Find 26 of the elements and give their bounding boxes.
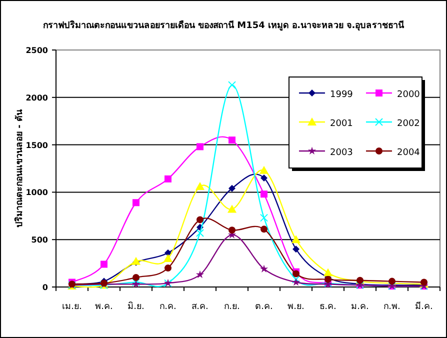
y-tick-label: 0 <box>42 283 48 292</box>
legend-label: 1999 <box>330 90 354 100</box>
y-tick-label: 2000 <box>26 93 48 102</box>
y-tick-label: 500 <box>31 236 48 245</box>
x-tick-label: ส.ค. <box>192 302 208 312</box>
chart-title: กราฟปริมาณตะกอนแขวนลอยรายเดือน ของสถานี M154 เหมูด อ.นาจะหลวย จ.อุบลราชธานี <box>42 19 406 31</box>
x-tick-label: มิ.ย. <box>128 301 144 312</box>
legend-label: 2004 <box>397 148 420 158</box>
legend-label: 2002 <box>397 119 420 129</box>
x-tick-label: เม.ย. <box>62 302 82 312</box>
x-tick-label: ก.พ. <box>384 302 400 312</box>
x-tick-label: มี.ค. <box>415 301 433 312</box>
x-tick-label: ก.ย. <box>224 302 240 312</box>
x-tick-label: ต.ค. <box>255 302 273 312</box>
y-axis-title: ปริมาณตะกอนแขวนลอย - ตัน <box>14 108 25 228</box>
x-tick-label: ม.ค. <box>351 302 369 312</box>
y-tick-label: 2500 <box>26 46 48 55</box>
x-tick-label: ก.ค. <box>160 302 176 312</box>
legend-label: 2000 <box>397 90 420 100</box>
x-tick-label: พ.ค. <box>95 302 113 312</box>
y-tick-label: 1500 <box>26 140 48 150</box>
x-tick-label: ธ.ค. <box>320 302 336 312</box>
legend-label: 2001 <box>330 119 353 129</box>
x-tick-label: พ.ย. <box>288 302 304 312</box>
y-tick-label: 1000 <box>26 188 48 198</box>
legend-label: 2003 <box>330 148 353 158</box>
